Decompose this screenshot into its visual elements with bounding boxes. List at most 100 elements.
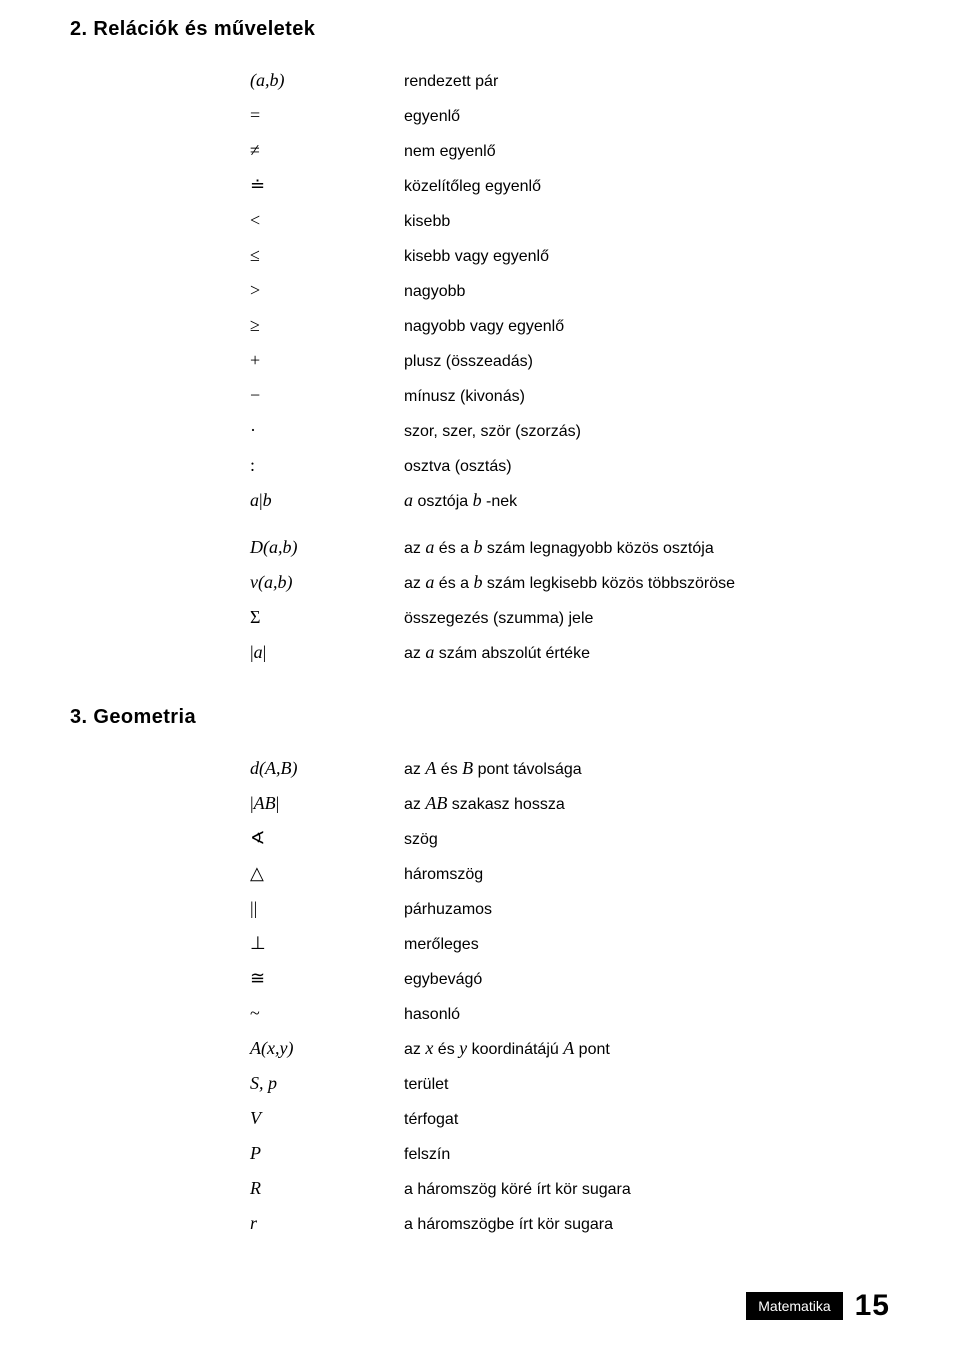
footer-page-number: 15 [855,1289,890,1323]
description: a osztója b -nek [370,483,581,518]
symbol: (a,b) [250,63,370,98]
description: nem egyenlő [370,133,581,168]
symbol: ∢ [250,821,370,856]
description: szor, szer, ször (szorzás) [370,413,581,448]
symbol: ⊥ [250,926,370,961]
symbol: Σ [250,600,370,635]
description: háromszög [370,856,631,891]
symbol: |AB| [250,786,370,821]
section-heading-relations: 2. Relációk és műveletek [70,18,890,41]
definition-row: ≤kisebb vagy egyenlő [250,238,581,273]
definition-row: A(x,y)az x és y koordinátájú A pont [250,1031,631,1066]
symbol: P [250,1136,370,1171]
description: kisebb [370,203,581,238]
definition-row: :osztva (osztás) [250,448,581,483]
definition-row: D(a,b)az a és a b szám legnagyobb közös … [250,530,735,565]
description: kisebb vagy egyenlő [370,238,581,273]
description: az a szám abszolút értéke [370,635,735,670]
symbol: + [250,343,370,378]
description: rendezett pár [370,63,581,98]
description: összegezés (szumma) jele [370,600,735,635]
definition-row: a|ba osztója b -nek [250,483,581,518]
definition-row: ≠nem egyenlő [250,133,581,168]
description: az AB szakasz hossza [370,786,631,821]
symbol: A(x,y) [250,1031,370,1066]
definition-row: Pfelszín [250,1136,631,1171]
symbol: ≅ [250,961,370,996]
definition-row: △háromszög [250,856,631,891]
definition-row: d(A,B)az A és B pont távolsága [250,751,631,786]
symbol: S, p [250,1066,370,1101]
description: az a és a b szám legkisebb közös többszö… [370,565,735,600]
description: terület [370,1066,631,1101]
definition-row: S, pterület [250,1066,631,1101]
description: egyenlő [370,98,581,133]
definition-row: Ra háromszög köré írt kör sugara [250,1171,631,1206]
definition-row: ≅egybevágó [250,961,631,996]
definition-row: |AB|az AB szakasz hossza [250,786,631,821]
definition-row: +plusz (összeadás) [250,343,581,378]
description: hasonló [370,996,631,1031]
symbol: |a| [250,635,370,670]
description: az x és y koordinátájú A pont [370,1031,631,1066]
definition-row: ⊥merőleges [250,926,631,961]
definition-row: ||párhuzamos [250,891,631,926]
symbol: : [250,448,370,483]
symbol: < [250,203,370,238]
symbol: = [250,98,370,133]
description: az A és B pont távolsága [370,751,631,786]
symbol: · [250,413,370,448]
description: szög [370,821,631,856]
description: mínusz (kivonás) [370,378,581,413]
description: térfogat [370,1101,631,1136]
section-heading-geometry: 3. Geometria [70,706,890,729]
symbol: △ [250,856,370,891]
definition-row: (a,b)rendezett pár [250,63,581,98]
footer-subject: Matematika [746,1292,842,1320]
definition-row: ra háromszögbe írt kör sugara [250,1206,631,1241]
definition-row: Σösszegezés (szumma) jele [250,600,735,635]
symbol: D(a,b) [250,530,370,565]
description: nagyobb [370,273,581,308]
definition-row: ≐közelítőleg egyenlő [250,168,581,203]
description: nagyobb vagy egyenlő [370,308,581,343]
description: az a és a b szám legnagyobb közös osztój… [370,530,735,565]
symbol: > [250,273,370,308]
description: egybevágó [370,961,631,996]
symbol: ≥ [250,308,370,343]
definition-row: |a|az a szám abszolút értéke [250,635,735,670]
symbol: ~ [250,996,370,1031]
symbol: − [250,378,370,413]
symbol: ≐ [250,168,370,203]
description: párhuzamos [370,891,631,926]
definitions-relations: (a,b)rendezett pár=egyenlő≠nem egyenlő≐k… [250,63,581,518]
definition-row: −mínusz (kivonás) [250,378,581,413]
definition-row: ≥nagyobb vagy egyenlő [250,308,581,343]
description: a háromszög köré írt kör sugara [370,1171,631,1206]
description: a háromszögbe írt kör sugara [370,1206,631,1241]
description: osztva (osztás) [370,448,581,483]
symbol: v(a,b) [250,565,370,600]
symbol: ≠ [250,133,370,168]
definition-row: ·szor, szer, ször (szorzás) [250,413,581,448]
description: felszín [370,1136,631,1171]
description: plusz (összeadás) [370,343,581,378]
symbol: || [250,891,370,926]
definition-row: >nagyobb [250,273,581,308]
definition-row: <kisebb [250,203,581,238]
definition-row: Vtérfogat [250,1101,631,1136]
definition-row: ∢szög [250,821,631,856]
symbol: R [250,1171,370,1206]
description: merőleges [370,926,631,961]
definition-row: v(a,b)az a és a b szám legkisebb közös t… [250,565,735,600]
description: közelítőleg egyenlő [370,168,581,203]
symbol: ≤ [250,238,370,273]
definitions-geometry: d(A,B)az A és B pont távolsága|AB|az AB … [250,751,631,1241]
definition-row: =egyenlő [250,98,581,133]
symbol: V [250,1101,370,1136]
symbol: a|b [250,483,370,518]
page-footer: Matematika 15 [70,1289,890,1323]
symbol: r [250,1206,370,1241]
symbol: d(A,B) [250,751,370,786]
definitions-relations-b: D(a,b)az a és a b szám legnagyobb közös … [250,530,735,670]
